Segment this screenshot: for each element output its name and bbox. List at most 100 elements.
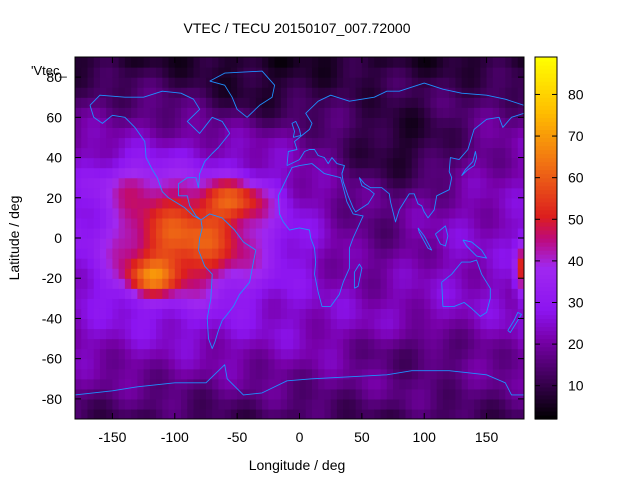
heatmap-cell: [187, 177, 195, 189]
heatmap-cell: [112, 227, 120, 239]
heatmap-cell: [212, 298, 220, 309]
heatmap-cell: [424, 288, 432, 299]
heatmap-cell: [405, 328, 413, 340]
heatmap-cell: [368, 378, 375, 390]
heatmap-cell: [262, 117, 269, 128]
heatmap-cell: [230, 338, 238, 350]
colorbar-step: [535, 65, 557, 70]
heatmap-cell: [249, 67, 257, 78]
heatmap-cell: [374, 97, 382, 108]
heatmap-cell: [330, 288, 338, 299]
heatmap-cell: [436, 117, 444, 128]
heatmap-cell: [249, 278, 257, 289]
heatmap-cell: [455, 57, 463, 68]
heatmap-cell: [486, 97, 494, 108]
heatmap-cell: [174, 227, 182, 239]
heatmap-cell: [467, 87, 475, 98]
heatmap-cell: [280, 117, 288, 128]
heatmap-cell: [274, 368, 282, 380]
heatmap-cell: [474, 157, 481, 169]
heatmap-cell: [368, 258, 375, 269]
heatmap-cell: [305, 338, 313, 350]
heatmap-cell: [436, 338, 444, 350]
colorbar-step: [535, 153, 557, 159]
heatmap-cell: [305, 248, 313, 259]
heatmap-cell: [124, 167, 132, 179]
heatmap-cell: [486, 157, 494, 169]
heatmap-cell: [449, 107, 457, 118]
heatmap-cell: [237, 97, 244, 108]
heatmap-cell: [162, 167, 170, 179]
heatmap-cell: [230, 268, 238, 279]
heatmap-cell: [255, 248, 263, 259]
heatmap-cell: [455, 97, 463, 108]
heatmap-cell: [474, 278, 481, 289]
heatmap-cell: [374, 227, 382, 239]
heatmap-cell: [505, 378, 513, 390]
heatmap-cell: [324, 177, 332, 189]
heatmap-cell: [99, 368, 107, 380]
heatmap-cell: [349, 57, 357, 68]
heatmap-cell: [262, 127, 269, 139]
heatmap-cell: [499, 87, 506, 98]
heatmap-cell: [168, 288, 176, 299]
heatmap-cell: [430, 97, 438, 108]
colorbar-tick-label: 30: [568, 294, 584, 310]
colorbar-step: [535, 157, 557, 163]
heatmap-cell: [492, 358, 500, 370]
heatmap-cell: [436, 258, 444, 269]
heatmap-cell: [492, 308, 500, 320]
heatmap-cell: [324, 167, 332, 179]
heatmap-cell: [249, 97, 257, 108]
heatmap-cell: [255, 207, 263, 219]
heatmap-cell: [106, 127, 114, 139]
heatmap-cell: [436, 177, 444, 189]
heatmap-cell: [411, 388, 419, 400]
heatmap-cell: [386, 398, 394, 410]
heatmap-cell: [149, 67, 157, 78]
heatmap-cell: [436, 288, 444, 299]
heatmap-cell: [131, 308, 138, 320]
heatmap-cell: [156, 227, 163, 239]
heatmap-cell: [149, 308, 157, 320]
heatmap-cell: [467, 358, 475, 370]
heatmap-cell: [380, 227, 388, 239]
heatmap-cell: [299, 388, 307, 400]
heatmap-cell: [168, 197, 176, 209]
heatmap-cell: [442, 187, 450, 199]
heatmap-cell: [205, 398, 213, 410]
heatmap-cell: [93, 368, 101, 380]
heatmap-cell: [287, 187, 294, 199]
heatmap-cell: [237, 368, 244, 380]
colorbar-step: [535, 250, 557, 255]
colorbar-frame: [534, 56, 558, 420]
heatmap-cell: [287, 227, 294, 239]
heatmap-cell: [218, 127, 226, 139]
heatmap-cell: [380, 388, 388, 400]
heatmap-cell: [262, 408, 269, 419]
heatmap-cell: [255, 87, 263, 98]
heatmap-cell: [374, 328, 382, 340]
heatmap-cell: [249, 57, 257, 68]
heatmap-cell: [280, 408, 288, 419]
heatmap-cell: [249, 157, 257, 169]
heatmap-cell: [156, 127, 163, 139]
heatmap-cell: [81, 137, 89, 149]
heatmap-cell: [243, 227, 251, 239]
heatmap-cell: [187, 147, 195, 159]
colorbar-step: [535, 97, 557, 102]
heatmap-cell: [181, 137, 188, 149]
heatmap-cell: [361, 308, 369, 320]
heatmap-cell: [131, 408, 138, 419]
heatmap-cell: [318, 378, 326, 390]
heatmap-cell: [368, 57, 375, 68]
heatmap-cell: [343, 67, 350, 78]
heatmap-cell: [399, 268, 407, 279]
heatmap-cell: [492, 67, 500, 78]
heatmap-cell: [131, 207, 138, 219]
heatmap-cell: [336, 238, 344, 249]
heatmap-cell: [461, 288, 469, 299]
heatmap-cell: [249, 77, 257, 88]
heatmap-cell: [99, 217, 107, 229]
heatmap-cell: [424, 348, 432, 360]
